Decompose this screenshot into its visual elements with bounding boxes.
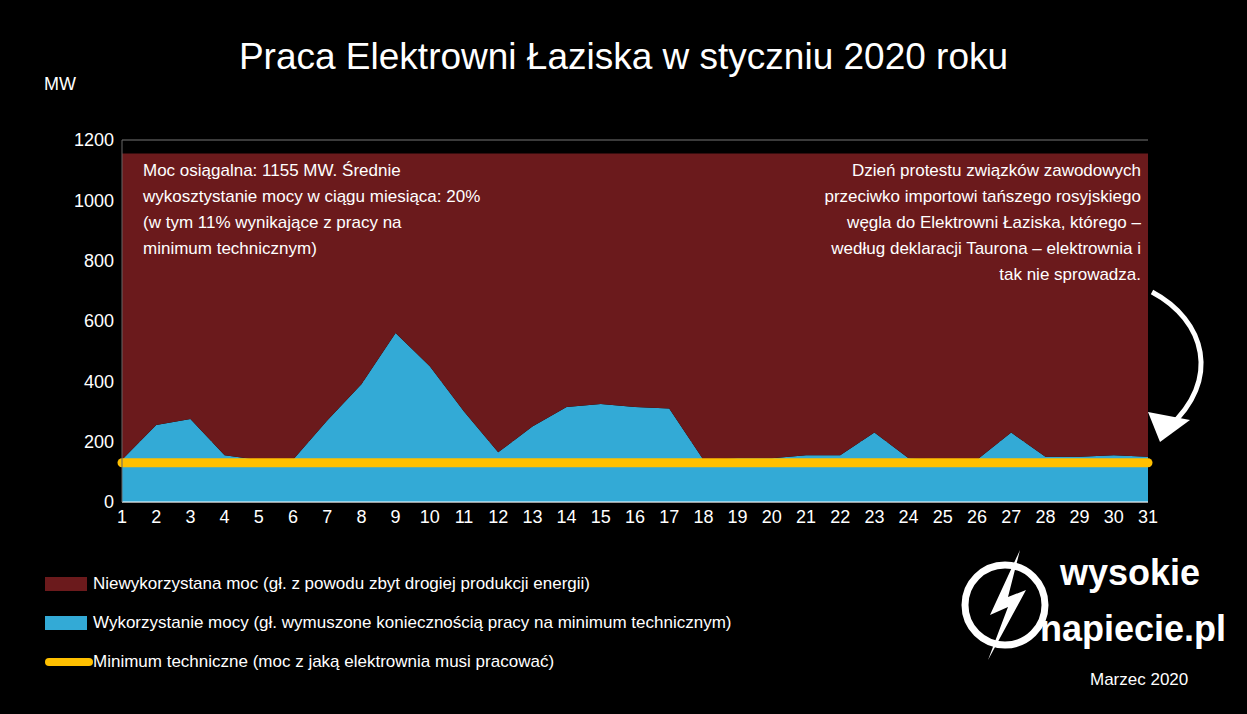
svg-text:600: 600 [84, 311, 114, 331]
html-text:Marzec 2020: Marzec 2020 [1090, 670, 1189, 689]
html-text:wykosztystanie mocy w ciągu mi: wykosztystanie mocy w ciągu miesiąca: 20… [143, 187, 481, 206]
svg-text:30: 30 [1104, 507, 1124, 527]
svg-text:24: 24 [899, 507, 919, 527]
svg-text:8: 8 [356, 507, 366, 527]
html-text:Moc osiągalna: 1155 MW. Średni: Moc osiągalna: 1155 MW. Średnie [143, 161, 401, 180]
svg-text:31: 31 [1138, 507, 1158, 527]
svg-text:0: 0 [104, 492, 114, 512]
svg-text:18: 18 [693, 507, 713, 527]
html-text:Dzień protestu związków zawodo: Dzień protestu związków zawodowych [851, 161, 1141, 180]
svg-text:19: 19 [728, 507, 748, 527]
svg-text:25: 25 [933, 507, 953, 527]
svg-text:17: 17 [659, 507, 679, 527]
svg-text:22: 22 [830, 507, 850, 527]
html-text:Niewykorzystana moc (gł. z pow: Niewykorzystana moc (gł. z powodu zbyt d… [93, 573, 590, 593]
svg-text:1000: 1000 [74, 191, 114, 211]
svg-text:15: 15 [591, 507, 611, 527]
svg-text:16: 16 [625, 507, 645, 527]
svg-text:3: 3 [185, 507, 195, 527]
svg-text:23: 23 [864, 507, 884, 527]
html-text:MW: MW [44, 74, 76, 94]
svg-text:21: 21 [796, 507, 816, 527]
svg-text:27: 27 [1001, 507, 1021, 527]
html-text:Minimum techniczne (moc z jaką: Minimum techniczne (moc z jaką elektrown… [93, 651, 554, 671]
html-text:Wykorzystanie mocy (gł. wymusz: Wykorzystanie mocy (gł. wymuszone koniec… [93, 612, 732, 632]
html-text:węgla do Elektrowni Łaziska, k: węgla do Elektrowni Łaziska, którego – [847, 213, 1141, 232]
svg-text:7: 7 [322, 507, 332, 527]
html-text:minimum technicznym): minimum technicznym) [143, 239, 317, 258]
svg-text:800: 800 [84, 251, 114, 271]
svg-text:200: 200 [84, 432, 114, 452]
svg-text:5: 5 [254, 507, 264, 527]
svg-text:20: 20 [762, 507, 782, 527]
html-text:(w tym 11% wynikające z pracy: (w tym 11% wynikające z pracy na [143, 213, 402, 232]
html-text:wysokie: wysokie [1060, 552, 1201, 593]
html-text:tak nie sprowadza.: tak nie sprowadza. [999, 265, 1141, 284]
svg-text:12: 12 [488, 507, 508, 527]
svg-text:11: 11 [455, 507, 474, 527]
svg-text:6: 6 [288, 507, 298, 527]
html-text:według deklaracji Taurona – el: według deklaracji Taurona – elektrownia … [831, 239, 1141, 258]
html-text:Praca Elektrowni Łaziska w sty: Praca Elektrowni Łaziska w styczniu 2020… [238, 36, 1009, 77]
svg-text:10: 10 [420, 507, 440, 527]
svg-text:9: 9 [391, 507, 401, 527]
svg-text:28: 28 [1035, 507, 1055, 527]
svg-text:1: 1 [117, 507, 127, 527]
html-text:przeciwko importowi tańszego r: przeciwko importowi tańszego rosyjskiego [824, 187, 1141, 206]
svg-text:29: 29 [1070, 507, 1090, 527]
svg-text:2: 2 [151, 507, 161, 527]
html-text:napiecie.pl: napiecie.pl [1040, 608, 1227, 649]
svg-text:1200: 1200 [74, 130, 114, 150]
svg-text:14: 14 [557, 507, 577, 527]
svg-text:4: 4 [220, 507, 230, 527]
svg-text:26: 26 [967, 507, 987, 527]
svg-text:400: 400 [84, 372, 114, 392]
svg-text:13: 13 [522, 507, 542, 527]
